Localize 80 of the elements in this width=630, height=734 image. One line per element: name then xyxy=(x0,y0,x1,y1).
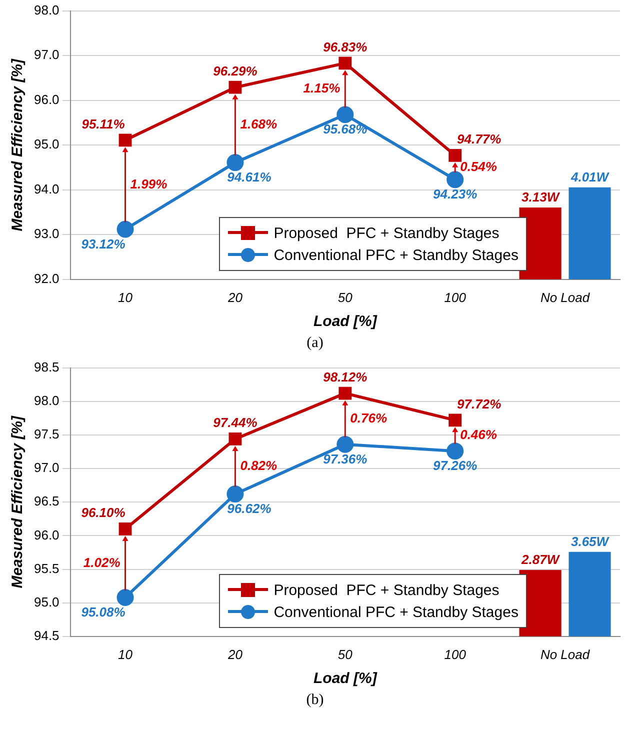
data-label: 97.72% xyxy=(457,396,502,412)
data-label: 95.68% xyxy=(323,122,368,137)
data-label: 96.83% xyxy=(323,39,368,54)
text: (a) xyxy=(306,335,324,353)
x-tick-label: 20 xyxy=(226,290,244,305)
y-tick-label: 92.0 xyxy=(34,270,60,286)
annotation: 0.54% xyxy=(460,159,498,174)
point xyxy=(336,106,354,124)
x-axis-title: Load [%] xyxy=(313,313,378,330)
x-tick-label: 10 xyxy=(118,646,134,662)
point xyxy=(336,436,354,453)
point xyxy=(116,588,134,606)
data-label: 94.61% xyxy=(227,170,272,185)
point xyxy=(228,80,242,94)
y-tick-label: 95.5 xyxy=(34,560,60,576)
legend-label: Conventional PFC + Standby Stages xyxy=(274,604,518,621)
data-label: 95.08% xyxy=(81,604,126,620)
y-axis-title: Measured Efficiency [%] xyxy=(9,414,26,588)
y-tick-label: 98.5 xyxy=(34,359,60,374)
data-label: 98.12% xyxy=(323,369,368,384)
point xyxy=(446,171,464,188)
y-tick-label: 95.0 xyxy=(34,136,60,152)
y-tick-label: 94.0 xyxy=(34,181,60,196)
y-tick-label: 97.0 xyxy=(34,460,60,476)
data-label: 94.77% xyxy=(457,131,502,146)
y-tick-label: 94.5 xyxy=(34,628,60,643)
point xyxy=(226,486,244,503)
x-tick-label: 10 xyxy=(118,290,134,305)
point xyxy=(118,522,132,536)
annotation: 0.82% xyxy=(240,458,278,474)
data-label: 94.23% xyxy=(433,186,478,202)
x-tick-label: 20 xyxy=(226,646,244,662)
annotation: 1.02% xyxy=(83,554,121,570)
point xyxy=(118,134,132,147)
y-axis-title: Measured Efficiency [%] xyxy=(9,58,26,232)
data-label: 96.29% xyxy=(213,63,258,78)
y-tick-label: 97.0 xyxy=(34,47,60,62)
x-tick-label: 50 xyxy=(338,290,354,305)
data-label: 96.62% xyxy=(227,501,272,516)
data-label: 93.12% xyxy=(81,236,126,252)
data-label: 4.01W xyxy=(570,169,610,184)
data-label: 2.87W xyxy=(520,552,561,568)
legend-label: Conventional PFC + Standby Stages xyxy=(274,246,518,264)
annotation: 1.99% xyxy=(130,176,168,192)
point xyxy=(448,148,462,162)
y-tick-label: 96.5 xyxy=(34,494,60,509)
point xyxy=(338,386,352,400)
y-tick-label: 98.0 xyxy=(34,392,60,408)
data-label: 3.65W xyxy=(570,534,610,549)
y-tick-label: 95.0 xyxy=(34,594,60,610)
y-tick-label: 97.5 xyxy=(34,426,60,442)
x-tick-label: 100 xyxy=(444,290,467,305)
data-label: 95.11% xyxy=(82,116,126,132)
y-tick-label: 96.0 xyxy=(34,92,60,107)
y-tick-label: 98.0 xyxy=(34,2,60,18)
data-label: 97.44% xyxy=(213,415,258,430)
data-label: 96.10% xyxy=(81,505,126,520)
annotation: 0.46% xyxy=(460,427,498,442)
x-tick-label: 50 xyxy=(338,646,354,662)
text: (b) xyxy=(305,692,325,710)
x-axis-title: Load [%] xyxy=(313,670,378,688)
point xyxy=(116,220,134,238)
point xyxy=(226,154,244,172)
annotation: 1.68% xyxy=(240,116,278,132)
data-label: 97.36% xyxy=(323,451,368,466)
x-tick-label: 100 xyxy=(444,646,467,662)
legend-label: Proposed PFC + Standby Stages xyxy=(274,224,500,242)
y-tick-label: 96.0 xyxy=(34,527,60,542)
annotation: 1.15% xyxy=(303,80,341,96)
x-tick-label: No Load xyxy=(540,290,590,305)
point xyxy=(338,56,352,70)
annotation: 0.76% xyxy=(350,410,388,426)
point xyxy=(448,414,462,427)
point xyxy=(228,432,242,446)
data-label: 97.26% xyxy=(433,458,478,474)
y-tick-label: 93.0 xyxy=(34,226,60,242)
legend-label: Proposed PFC + Standby Stages xyxy=(274,582,500,599)
point xyxy=(446,442,464,460)
x-tick-label: No Load xyxy=(540,646,590,662)
data-label: 3.13W xyxy=(522,190,561,205)
